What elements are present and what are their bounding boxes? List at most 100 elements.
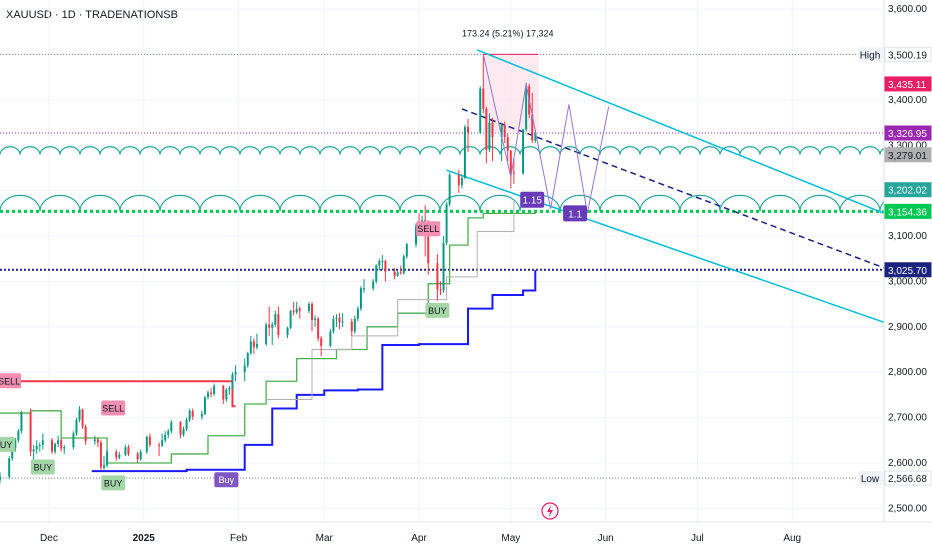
time-tick: Jul — [691, 533, 704, 544]
candle-body — [203, 397, 206, 414]
candle-body — [467, 127, 469, 133]
candle-body — [341, 321, 344, 323]
candle-body — [298, 308, 301, 311]
candle-body — [185, 419, 188, 429]
candle-body — [57, 440, 60, 444]
lightning-icon — [547, 505, 553, 517]
candle-body — [38, 444, 41, 446]
candle-body — [14, 440, 17, 449]
candle — [445, 201, 448, 246]
candle — [317, 316, 320, 342]
candle — [255, 333, 258, 350]
green-trail — [0, 211, 536, 464]
candle-body — [525, 86, 528, 130]
candle — [84, 424, 87, 445]
candle-body — [457, 174, 460, 186]
price-tag-box — [884, 470, 932, 486]
candle — [203, 395, 206, 416]
candle — [127, 444, 130, 457]
candle — [249, 335, 252, 355]
candle — [338, 313, 341, 330]
grid — [0, 0, 884, 522]
candle — [457, 170, 460, 193]
candle-body — [96, 439, 99, 443]
candle — [41, 433, 44, 450]
time-tick: Aug — [783, 533, 801, 544]
price-tag-label-box — [858, 471, 883, 486]
candle-body — [506, 137, 509, 151]
candle — [145, 435, 148, 454]
candle-body — [200, 413, 203, 417]
candle-body — [415, 226, 417, 245]
candle-body — [534, 132, 537, 141]
candle-body — [384, 261, 387, 272]
price-tag-value: 3,154.36 — [888, 207, 927, 218]
event-icon — [541, 502, 559, 520]
price-tag: 3,202.02 — [884, 182, 932, 198]
candle — [78, 406, 81, 423]
signal-sell: SELL — [416, 221, 441, 237]
candle — [115, 449, 118, 461]
candle-body — [246, 353, 249, 366]
candle — [29, 408, 32, 457]
candle-body — [17, 431, 20, 441]
candle-body — [271, 324, 274, 328]
candle-body — [145, 436, 148, 452]
wave-label: 1.15 — [520, 191, 545, 208]
signal-buy: BUY — [30, 459, 55, 475]
candle-body — [252, 341, 255, 348]
candle-body — [381, 261, 384, 262]
price-tag: 3,326.95 — [884, 125, 932, 141]
candle-body — [75, 419, 78, 434]
price-tag-label: Low — [861, 474, 880, 485]
candle-body — [72, 433, 75, 448]
candle-body — [99, 442, 102, 468]
candle-body — [359, 288, 362, 309]
price-tag-box — [884, 125, 932, 141]
time-tick: Feb — [230, 533, 248, 544]
price-tick: 3,400.00 — [888, 95, 927, 106]
candle-body — [179, 422, 182, 435]
candle — [158, 442, 161, 457]
candle-body — [231, 374, 234, 389]
candle — [503, 121, 506, 143]
candle-body — [460, 177, 463, 186]
candle-body — [222, 385, 225, 400]
price-tag-value: 3,435.11 — [888, 80, 927, 91]
candle-body — [531, 114, 534, 141]
time-tick: 2025 — [133, 533, 156, 544]
candle — [485, 106, 488, 164]
candle-body — [522, 129, 525, 174]
candle-body — [84, 426, 87, 442]
candle-body — [338, 317, 341, 323]
candle — [231, 372, 234, 391]
candle-body — [329, 331, 332, 346]
candle-body — [170, 422, 173, 432]
candle-body — [277, 314, 280, 335]
wave-label-box — [520, 191, 545, 208]
candle — [213, 383, 216, 396]
signal-text: BUY — [104, 478, 123, 488]
candle — [164, 431, 167, 443]
gray-trail — [266, 199, 515, 400]
price-tag-box — [884, 182, 932, 198]
candle — [289, 309, 292, 330]
signal-text: SELL — [0, 376, 20, 386]
candle-body — [213, 385, 216, 394]
candle — [506, 133, 509, 162]
candle — [118, 451, 121, 460]
wave-label-text: 1.15 — [523, 196, 543, 207]
candle — [124, 444, 127, 457]
candle — [384, 259, 387, 282]
candle-body — [482, 88, 485, 109]
candle — [274, 310, 277, 327]
candle — [320, 335, 323, 357]
signal-box — [30, 459, 55, 475]
candle — [335, 314, 338, 327]
candle — [17, 428, 20, 443]
price-tag-value: 3,202.02 — [888, 186, 927, 197]
candle — [405, 242, 408, 259]
candle — [415, 223, 417, 248]
